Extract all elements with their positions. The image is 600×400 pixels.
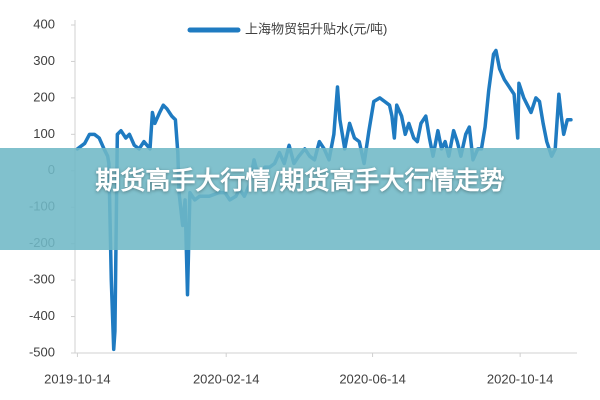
y-tick-label: -300 bbox=[29, 272, 55, 287]
y-tick-label: 300 bbox=[33, 53, 55, 68]
banner: 期货高手大行情/期货高手大行情走势 bbox=[0, 148, 600, 250]
banner-text: 期货高手大行情/期货高手大行情走势 bbox=[95, 166, 505, 195]
y-tick-label: 100 bbox=[33, 126, 55, 141]
x-tick-label: 2020-02-14 bbox=[193, 371, 260, 386]
x-tick-label: 2020-06-14 bbox=[339, 371, 406, 386]
series-line bbox=[75, 48, 573, 352]
y-tick-label: 400 bbox=[33, 16, 55, 31]
x-tick-label: 2019-10-14 bbox=[44, 371, 111, 386]
y-tick-label: -500 bbox=[29, 344, 55, 359]
y-tick-label: 200 bbox=[33, 89, 55, 104]
x-tick-label: 2020-10-14 bbox=[487, 371, 554, 386]
y-tick-label: -400 bbox=[29, 308, 55, 323]
legend-label: 上海物贸铝升贴水(元/吨) bbox=[245, 21, 387, 36]
